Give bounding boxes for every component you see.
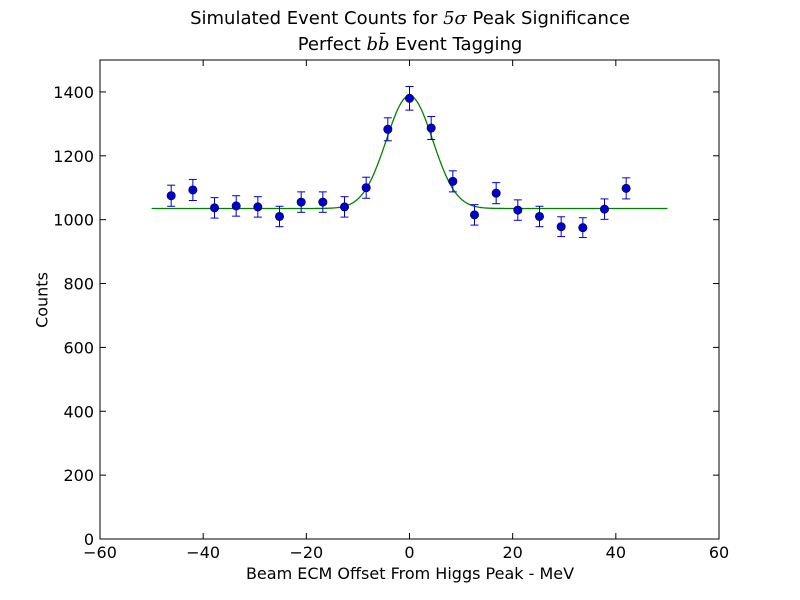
data-point (469, 210, 479, 220)
y-tick-label: 0 (84, 530, 94, 549)
plot-area: −60 −40 −20 0 20 40 60020040060080010001200140… (53, 59, 729, 562)
data-point (231, 201, 241, 211)
plot-frame (99, 59, 720, 540)
data-point (210, 203, 220, 213)
y-axis-label: Counts (32, 272, 52, 328)
data-point (166, 191, 176, 201)
data-point (599, 204, 609, 214)
y-tick-label: 1400 (53, 83, 94, 102)
data-point (426, 123, 436, 133)
data-point (361, 183, 371, 193)
data-point (448, 176, 458, 186)
x-axis-label: Beam ECM Offset From Higgs Peak - MeV (245, 564, 575, 583)
data-point (383, 124, 393, 134)
data-point (578, 223, 588, 233)
data-point (253, 202, 263, 212)
data-point (318, 197, 328, 207)
x-tick-label: 40 (606, 543, 626, 562)
y-tick-label: 1000 (53, 211, 94, 230)
fit-curve (151, 95, 668, 210)
chart-title-line-2: Perfect bb̄ Event Tagging (297, 34, 523, 55)
data-point (621, 183, 631, 193)
data-point (275, 211, 285, 221)
data-point (188, 185, 198, 195)
y-tick-label: 600 (63, 338, 94, 357)
data-point (491, 188, 501, 198)
data-point (404, 93, 414, 103)
x-tick-label: 0 (404, 543, 414, 562)
data-point (534, 211, 544, 221)
y-tick-label: 800 (63, 275, 94, 294)
y-tick-label: 1200 (53, 147, 94, 166)
x-tick-label: −60 (83, 543, 117, 562)
chart-title-line-1: Simulated Event Counts for 5σ Peak Signi… (190, 8, 630, 29)
y-tick-label: 400 (63, 402, 94, 421)
data-point (296, 197, 306, 207)
x-tick-label: −40 (186, 543, 220, 562)
data-point (513, 205, 523, 215)
y-tick-label: 200 (63, 466, 94, 485)
x-tick-label: −20 (289, 543, 323, 562)
x-tick-label: 60 (709, 543, 729, 562)
x-tick-label: 20 (502, 543, 522, 562)
data-point (340, 202, 350, 212)
data-point (556, 222, 566, 232)
